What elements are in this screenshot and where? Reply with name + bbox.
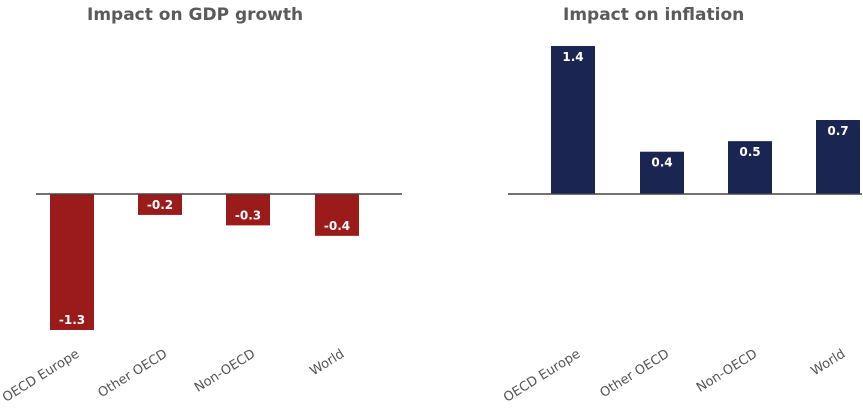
inflation-chart-title: Impact on inflation bbox=[563, 5, 745, 25]
inflation-bar-world bbox=[816, 120, 860, 194]
gdp-value-label: -0.2 bbox=[147, 198, 173, 212]
gdp-category-label: Non-OECD bbox=[192, 347, 258, 396]
gdp-value-label: -1.3 bbox=[59, 313, 85, 327]
gdp-category-label: Other OECD bbox=[96, 347, 171, 401]
inflation-value-label: 1.4 bbox=[562, 50, 583, 64]
gdp-bar-non-oecd bbox=[226, 194, 270, 226]
inflation-bar-oecd-europe bbox=[551, 46, 595, 194]
inflation-category-label: OECD Europe bbox=[501, 347, 583, 406]
gdp-category-label: OECD Europe bbox=[0, 347, 82, 406]
inflation-value-label: 0.5 bbox=[739, 145, 760, 159]
inflation-category-label: World bbox=[809, 347, 849, 379]
inflation-bar-other-oecd bbox=[640, 151, 684, 194]
gdp-bar-other-oecd bbox=[138, 194, 182, 215]
gdp-bar-oecd-europe bbox=[50, 194, 94, 330]
inflation-value-label: 0.4 bbox=[651, 156, 672, 170]
inflation-value-label: 0.7 bbox=[827, 124, 848, 138]
gdp-value-label: -0.4 bbox=[324, 219, 350, 233]
gdp-value-label: -0.3 bbox=[235, 208, 261, 222]
inflation-category-label: Non-OECD bbox=[694, 347, 760, 396]
gdp-category-label: World bbox=[308, 347, 348, 379]
inflation-category-label: Other OECD bbox=[598, 347, 673, 401]
inflation-bar-non-oecd bbox=[728, 141, 772, 194]
gdp-bar-world bbox=[315, 194, 359, 236]
gdp-chart-title: Impact on GDP growth bbox=[87, 5, 304, 25]
